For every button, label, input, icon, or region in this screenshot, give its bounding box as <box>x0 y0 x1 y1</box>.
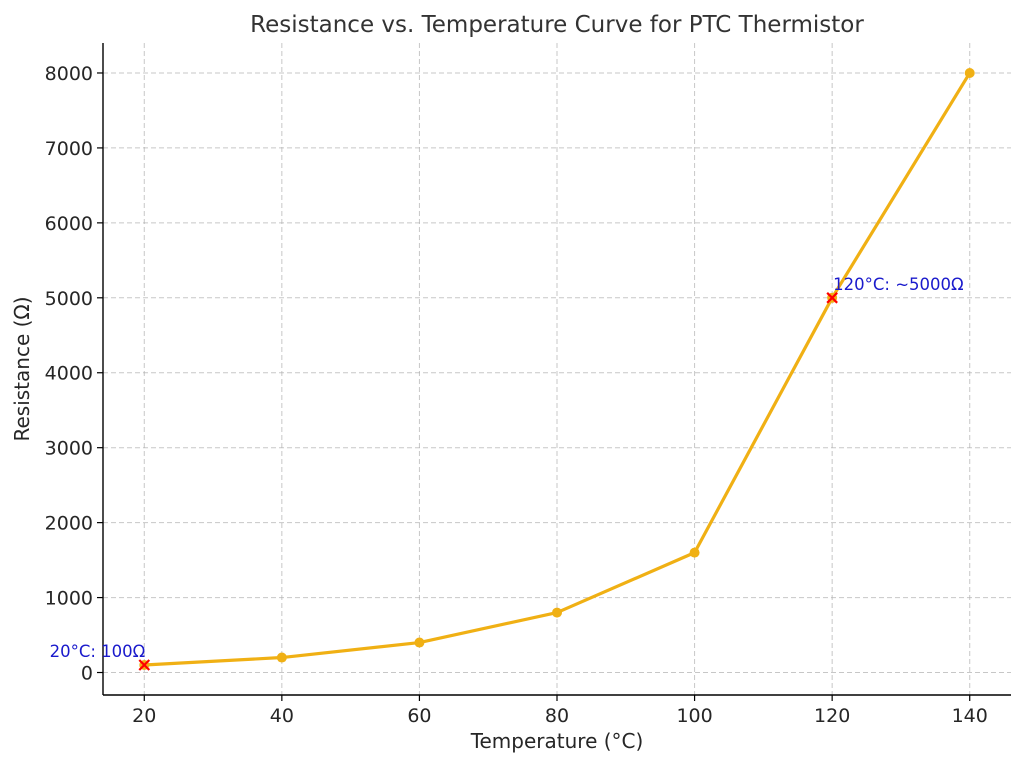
x-tick-label: 20 <box>132 705 156 727</box>
annotation-marker <box>138 659 151 671</box>
data-point <box>414 637 425 648</box>
ticks: 20 40 60 80 100 120 140 0 1000 2000 3000 4000 5000 60… <box>45 63 988 727</box>
y-axis-title: Resistance (Ω) <box>10 296 34 441</box>
y-tick-label: 0 <box>81 663 93 685</box>
data-point <box>964 67 975 78</box>
x-axis-title: Temperature (°C) <box>470 729 644 753</box>
annotation-label: 120°C: ~5000Ω <box>833 275 964 294</box>
data-point <box>689 547 700 558</box>
data-point <box>552 607 562 618</box>
x-tick-label: 120 <box>814 705 850 727</box>
y-tick-label: 6000 <box>45 213 93 235</box>
y-tick-label: 1000 <box>45 588 93 610</box>
annotation-label: 20°C: 100Ω <box>50 642 146 661</box>
y-tick-label: 5000 <box>45 288 93 310</box>
data-point <box>276 652 287 663</box>
x-marker-stroke <box>138 659 151 671</box>
annotation-marker <box>826 292 838 304</box>
x-marker-stroke <box>826 292 838 304</box>
y-tick-label: 2000 <box>45 513 93 535</box>
y-tick-label: 7000 <box>45 138 93 160</box>
x-tick-label: 60 <box>407 705 431 727</box>
x-tick-label: 140 <box>952 705 988 727</box>
series-line <box>142 71 972 667</box>
chart-title: Resistance vs. Temperature Curve for PTC… <box>250 12 864 38</box>
y-tick-label: 8000 <box>45 63 93 85</box>
y-tick-label: 3000 <box>45 438 93 460</box>
y-tick-label: 4000 <box>45 363 93 385</box>
x-tick-label: 40 <box>270 705 294 727</box>
x-tick-label: 100 <box>676 705 712 727</box>
annotations: 20°C: 100Ω 120°C: ~5000Ω <box>50 275 964 671</box>
x-tick-label: 80 <box>545 705 569 727</box>
grid <box>103 43 1011 695</box>
